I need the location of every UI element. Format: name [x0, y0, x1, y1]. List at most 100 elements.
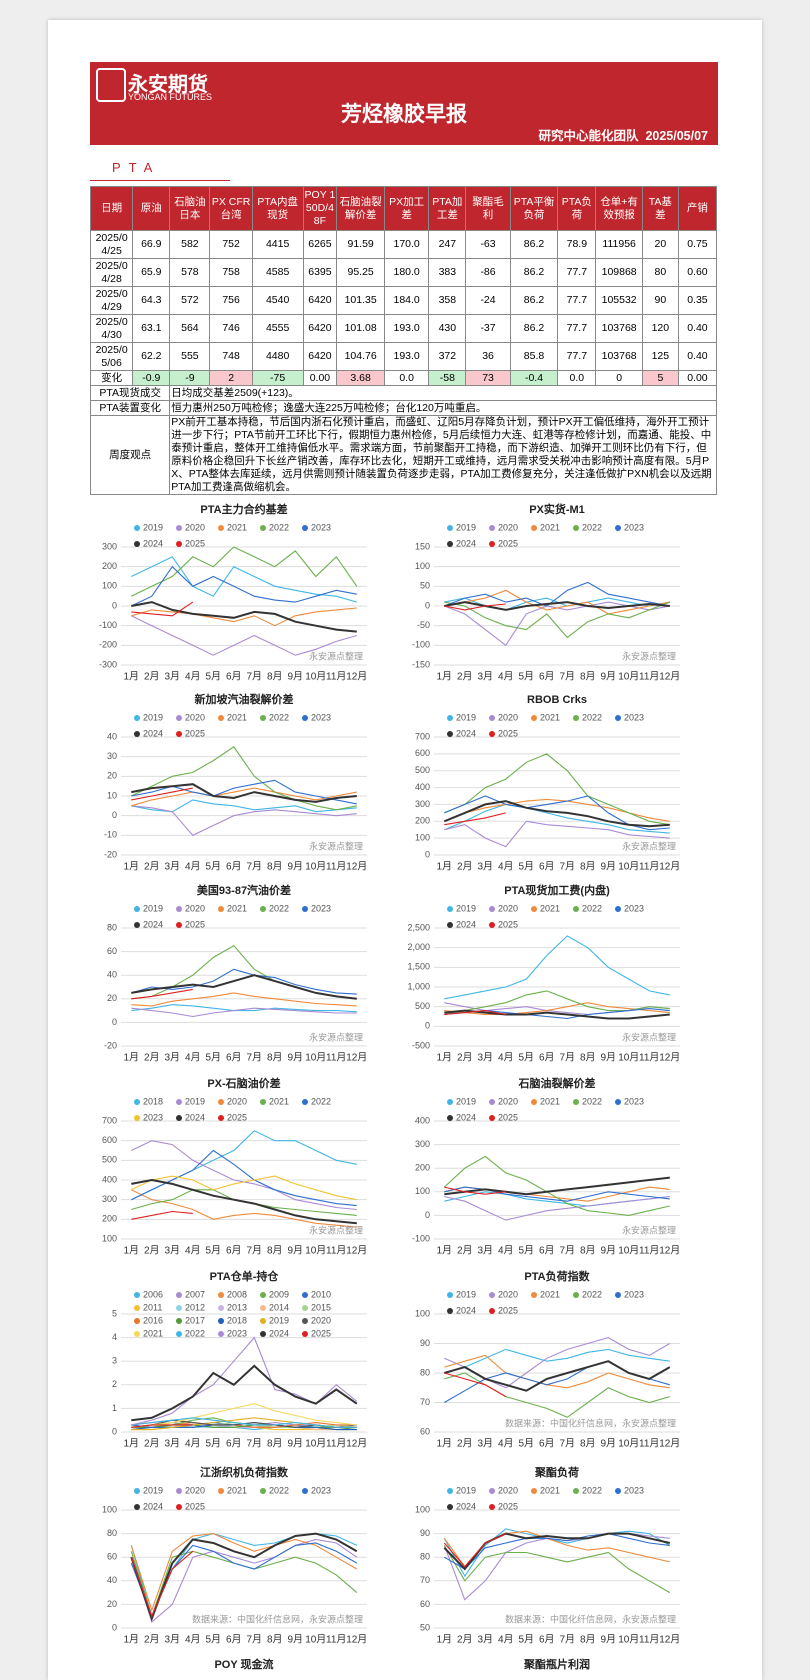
series-line: [444, 589, 670, 615]
y-tick-label: 80: [107, 1528, 117, 1538]
x-tick-label: 5月: [205, 861, 221, 873]
x-tick-label: 8月: [267, 1052, 283, 1064]
legend-marker: [447, 1504, 453, 1510]
section-rule: [90, 180, 230, 181]
x-tick-label: 5月: [518, 1245, 534, 1257]
legend-marker: [447, 525, 453, 531]
legend-marker: [615, 1099, 621, 1105]
x-tick-label: 2月: [457, 671, 473, 683]
legend-label: 2007: [185, 1289, 205, 1299]
y-tick-label: 50: [420, 1622, 430, 1632]
x-tick-label: 9月: [600, 1245, 616, 1257]
x-tick-label: 4月: [185, 1634, 201, 1646]
legend-marker: [260, 1488, 266, 1494]
table-cell: 6420: [302, 314, 338, 343]
table-cell: 77.7: [557, 342, 597, 371]
x-tick-label: 8月: [580, 671, 596, 683]
x-tick-label: 5月: [518, 861, 534, 873]
table-cell: 4540: [251, 286, 304, 315]
series-line: [444, 1186, 670, 1202]
y-tick-label: 40: [107, 731, 117, 741]
series-line: [444, 1195, 670, 1221]
legend-label: 2024: [456, 1112, 476, 1122]
legend-label: 2022: [185, 1328, 205, 1338]
x-tick-label: 1月: [436, 1438, 452, 1450]
legend-marker: [218, 1292, 224, 1298]
table-row: 2025/05/06 62.2 555 748 4480 6420 104.76 193.0 3…: [89, 342, 718, 371]
legend-label: 2019: [269, 1315, 289, 1325]
series-line: [444, 1354, 670, 1389]
legend-label: 2022: [582, 1289, 602, 1299]
legend-marker: [489, 1308, 495, 1314]
y-tick-label: 4: [112, 1332, 117, 1342]
legend-label: 2021: [143, 1328, 163, 1338]
y-tick-label: 40: [107, 1575, 117, 1585]
x-tick-label: 2月: [457, 861, 473, 873]
table-cell: 65.9: [132, 258, 171, 287]
y-tick-label: -10: [104, 830, 117, 840]
y-tick-label: 2: [112, 1379, 117, 1389]
series-line: [131, 1178, 357, 1225]
legend-marker: [302, 1331, 308, 1337]
x-tick-label: 6月: [539, 861, 555, 873]
y-tick-label: 90: [420, 1528, 430, 1538]
x-tick-label: 10月: [618, 1634, 639, 1646]
table-cell: 4415: [251, 230, 304, 259]
series-line: [131, 546, 358, 597]
x-tick-label: 12月: [659, 1245, 680, 1257]
legend-label: 2020: [498, 1485, 518, 1495]
series-line: [131, 1403, 357, 1428]
x-tick-label: 6月: [226, 1245, 242, 1257]
x-tick-label: 10月: [305, 1245, 326, 1257]
legend-label: 2024: [143, 538, 163, 548]
x-tick-label: 9月: [287, 861, 303, 873]
legend-marker: [615, 906, 621, 912]
legend-marker: [218, 715, 224, 721]
x-tick-label: 1月: [123, 1052, 139, 1064]
y-tick-label: 1,500: [407, 962, 430, 972]
x-tick-label: 2月: [144, 1245, 160, 1257]
logo-text: 永安期货: [128, 74, 208, 96]
y-tick-label: 0: [112, 1622, 117, 1632]
x-tick-label: 5月: [518, 671, 534, 683]
legend-marker: [302, 1488, 308, 1494]
x-tick-label: 11月: [639, 1052, 659, 1064]
header-banner: 永安期货 YONGAN FUTURES 芳烃橡胶早报 研究中心能化团队 2025…: [90, 62, 718, 145]
series-line: [130, 1538, 358, 1624]
legend-marker: [134, 1115, 140, 1121]
x-tick-label: 7月: [246, 1245, 262, 1257]
y-tick-label: 400: [415, 782, 430, 792]
y-tick-label: 20: [107, 993, 117, 1003]
legend-label: 2020: [498, 1289, 518, 1299]
y-tick-label: -50: [417, 620, 430, 630]
x-tick-label: 11月: [326, 1245, 346, 1257]
section-title: PTA: [112, 160, 161, 175]
series-line: [130, 1550, 194, 1618]
table-cell: 80: [641, 258, 679, 287]
legend-label: 2020: [227, 1096, 247, 1106]
legend-label: 2019: [456, 903, 476, 913]
series-line: [444, 803, 670, 834]
legend-marker: [302, 906, 308, 912]
legend-label: 2008: [227, 1289, 247, 1299]
series-line: [130, 1532, 358, 1622]
legend-marker: [176, 922, 182, 928]
legend-label: 2022: [582, 1096, 602, 1106]
legend-marker: [260, 1318, 266, 1324]
chart-title: 聚酯负荷: [534, 1465, 579, 1479]
y-tick-label: 2,000: [407, 942, 430, 952]
y-tick-label: -200: [99, 640, 117, 650]
table-cell: 193.0: [383, 314, 430, 343]
legend-label: 2019: [456, 1485, 476, 1495]
legend-marker: [615, 525, 621, 531]
x-tick-label: 10月: [618, 1245, 639, 1257]
x-tick-label: 11月: [639, 1634, 659, 1646]
table-cell: -37: [465, 314, 511, 343]
x-tick-label: 11月: [639, 671, 659, 683]
table-row: 2025/04/28 65.9 578 758 4585 6395 95.25 180.0 38…: [89, 258, 718, 287]
series-line: [131, 565, 357, 607]
change-cell: 3.68: [336, 370, 385, 386]
y-tick-label: 0: [425, 1021, 430, 1031]
legend-label: 2024: [185, 1112, 205, 1122]
